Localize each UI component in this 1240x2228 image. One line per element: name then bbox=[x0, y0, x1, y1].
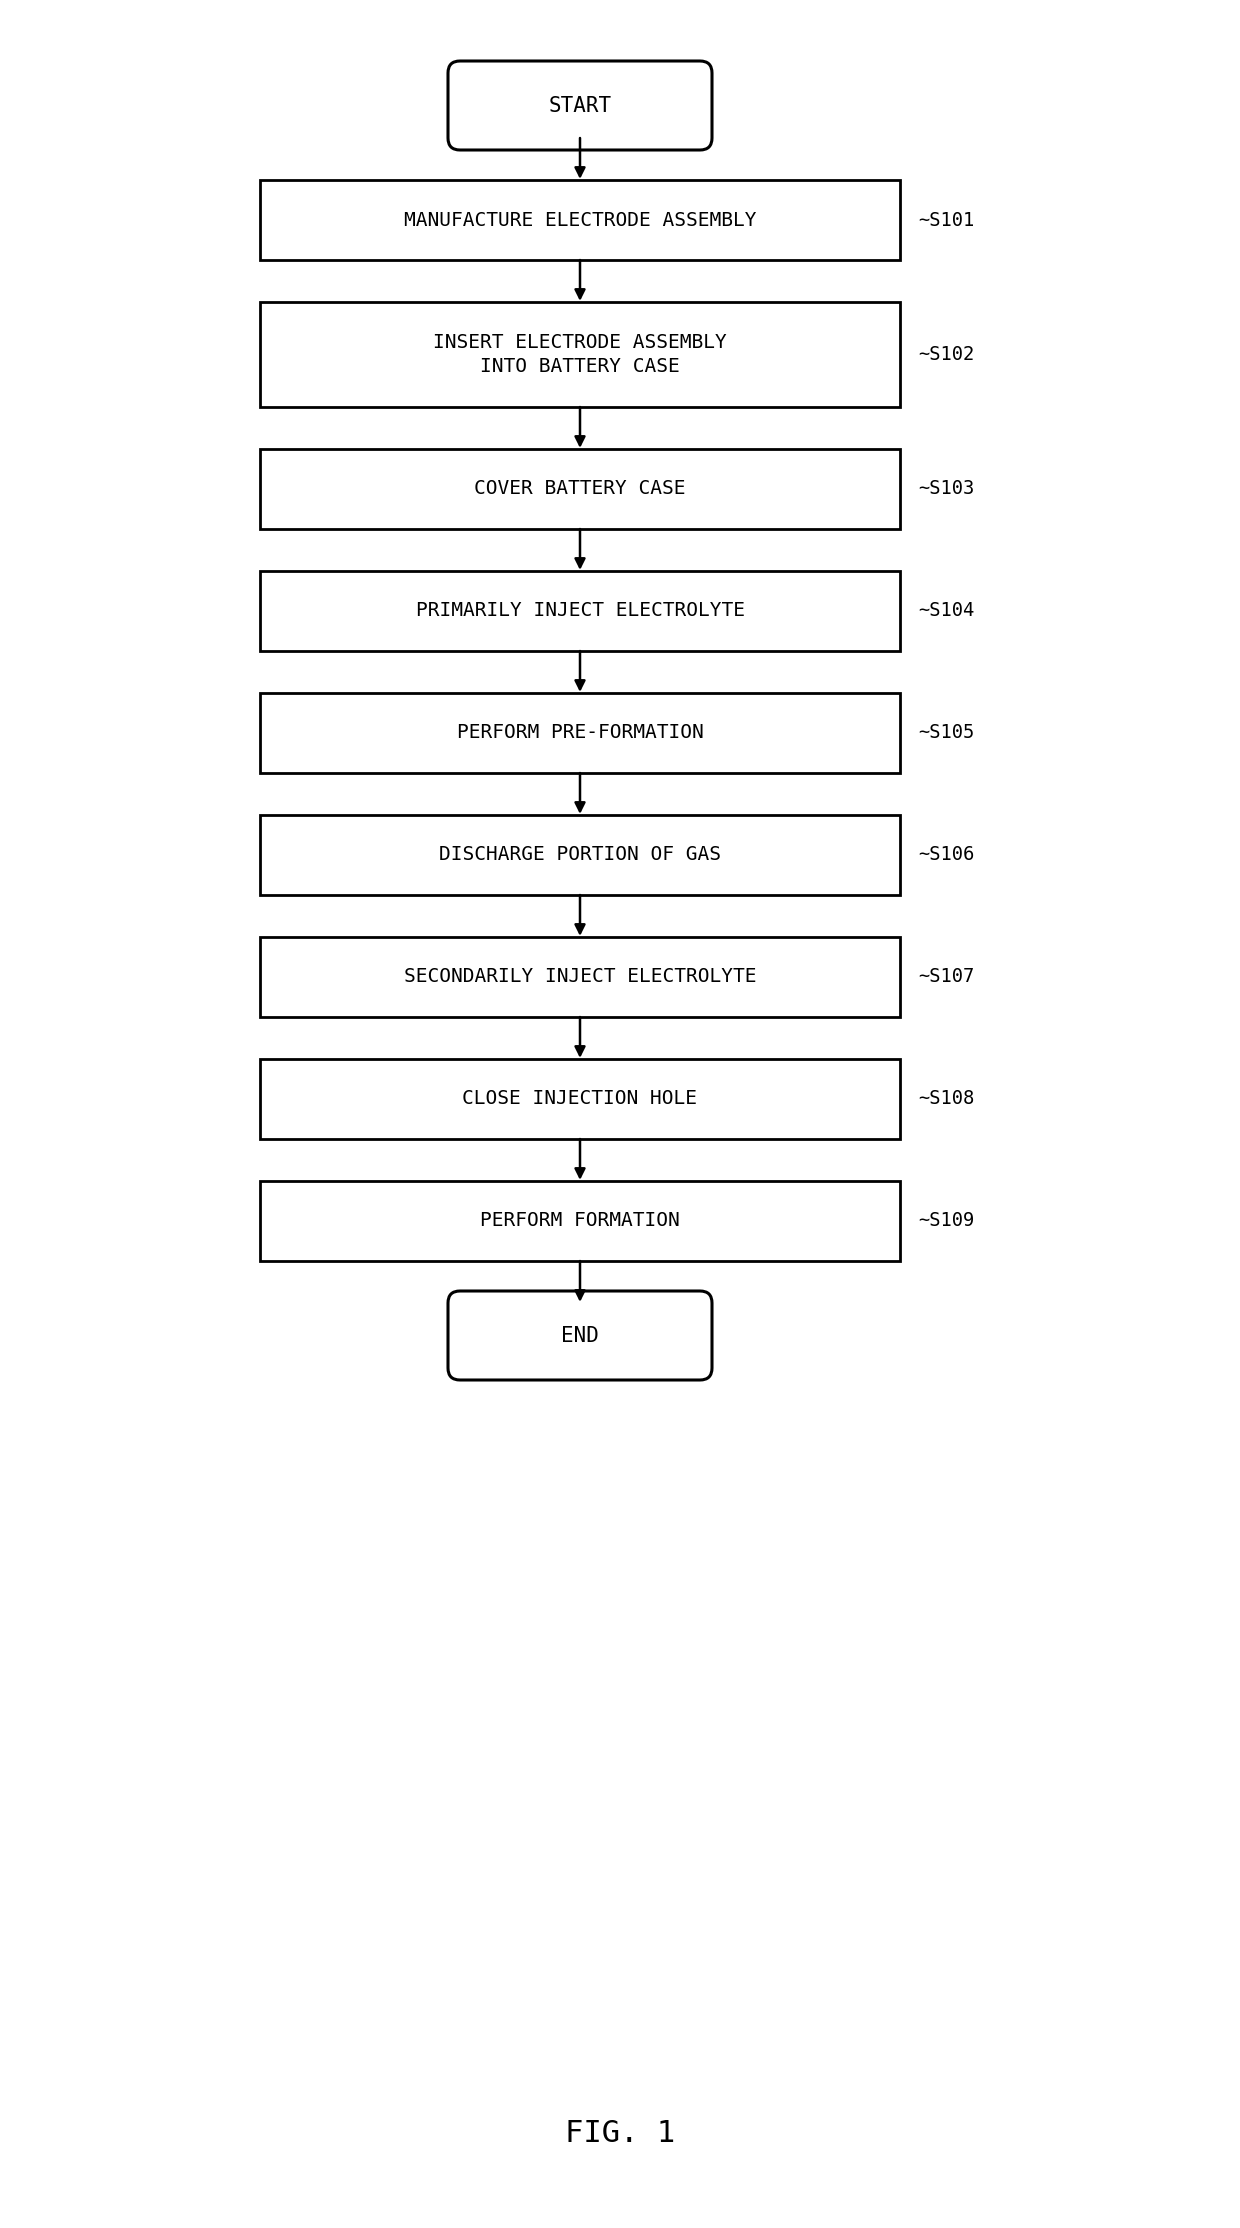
Bar bbox=[260, 450, 900, 528]
Text: FIG. 1: FIG. 1 bbox=[565, 2119, 675, 2148]
Bar bbox=[260, 938, 900, 1016]
Bar bbox=[260, 815, 900, 896]
Bar bbox=[260, 1181, 900, 1261]
Text: PRIMARILY INJECT ELECTROLYTE: PRIMARILY INJECT ELECTROLYTE bbox=[415, 602, 744, 622]
Bar bbox=[260, 180, 900, 261]
FancyBboxPatch shape bbox=[448, 60, 712, 149]
Text: ~S104: ~S104 bbox=[918, 602, 975, 622]
Text: MANUFACTURE ELECTRODE ASSEMBLY: MANUFACTURE ELECTRODE ASSEMBLY bbox=[404, 209, 756, 229]
Text: CLOSE INJECTION HOLE: CLOSE INJECTION HOLE bbox=[463, 1089, 697, 1110]
Text: COVER BATTERY CASE: COVER BATTERY CASE bbox=[474, 479, 686, 499]
Bar bbox=[260, 1058, 900, 1139]
Text: ~S103: ~S103 bbox=[918, 479, 975, 499]
Text: PERFORM FORMATION: PERFORM FORMATION bbox=[480, 1212, 680, 1230]
Text: ~S102: ~S102 bbox=[918, 345, 975, 363]
Bar bbox=[260, 570, 900, 651]
Bar bbox=[260, 303, 900, 408]
Text: END: END bbox=[560, 1326, 599, 1346]
Text: DISCHARGE PORTION OF GAS: DISCHARGE PORTION OF GAS bbox=[439, 844, 720, 864]
Text: ~S105: ~S105 bbox=[918, 724, 975, 742]
Text: ~S109: ~S109 bbox=[918, 1212, 975, 1230]
Text: SECONDARILY INJECT ELECTROLYTE: SECONDARILY INJECT ELECTROLYTE bbox=[404, 967, 756, 987]
Text: ~S107: ~S107 bbox=[918, 967, 975, 987]
Text: ~S101: ~S101 bbox=[918, 209, 975, 229]
Text: PERFORM PRE-FORMATION: PERFORM PRE-FORMATION bbox=[456, 724, 703, 742]
Text: INSERT ELECTRODE ASSEMBLY
INTO BATTERY CASE: INSERT ELECTRODE ASSEMBLY INTO BATTERY C… bbox=[433, 332, 727, 377]
FancyBboxPatch shape bbox=[448, 1290, 712, 1379]
Text: START: START bbox=[548, 96, 611, 116]
Text: ~S106: ~S106 bbox=[918, 844, 975, 864]
Bar bbox=[260, 693, 900, 773]
Text: ~S108: ~S108 bbox=[918, 1089, 975, 1110]
